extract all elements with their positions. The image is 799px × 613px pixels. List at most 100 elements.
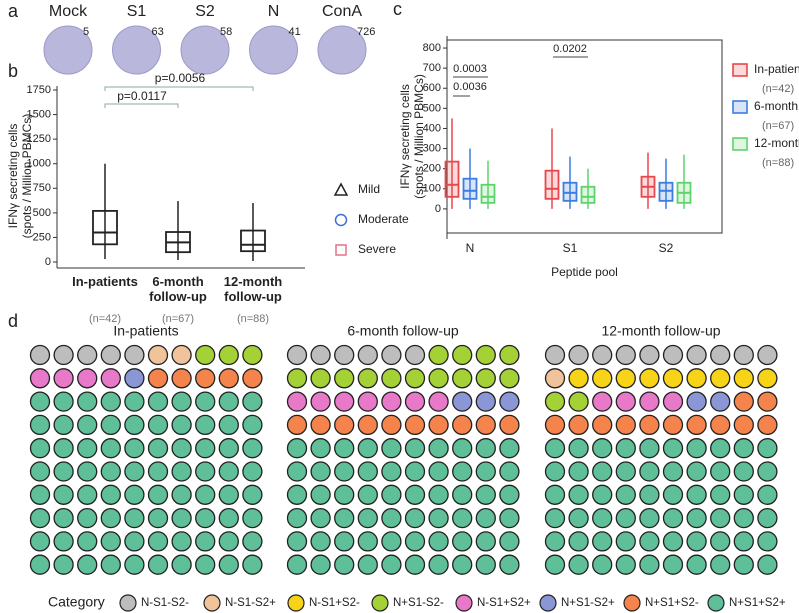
- y-axis-title: IFNγ secreting cells: [6, 124, 20, 229]
- waffle-cell: [242, 414, 263, 436]
- p-value: p=0.0117: [117, 89, 167, 103]
- waffle-cell: [592, 531, 613, 552]
- box: [562, 181, 578, 202]
- waffle-cell: [53, 461, 74, 482]
- waffle-cell: [334, 507, 355, 529]
- panel-letter: c: [393, 0, 402, 19]
- legend-n: (n=67): [762, 120, 794, 132]
- waffle-cell: [757, 531, 778, 552]
- waffle-cell: [544, 507, 566, 529]
- waffle-cell: [568, 344, 589, 366]
- waffle-cell: [29, 414, 51, 436]
- waffle-cell: [499, 344, 520, 366]
- x-tick-label: 12-month follow-up: [223, 274, 283, 304]
- waffle-cell: [639, 531, 660, 552]
- legend-marker: [287, 594, 305, 612]
- well-label: ConA: [322, 3, 362, 20]
- waffle-cell: [77, 484, 98, 505]
- waffle-cell: [639, 414, 660, 436]
- waffle-cell: [452, 507, 473, 529]
- panel-title: In-patients: [113, 323, 178, 339]
- well-count: 63: [152, 26, 164, 38]
- waffle-cell: [381, 344, 402, 366]
- waffle-cell: [662, 484, 684, 505]
- y-axis-title: (spots / Million PBMCs): [20, 114, 34, 239]
- y-tick-label: 1500: [27, 108, 51, 120]
- waffle-cell: [544, 391, 566, 412]
- waffle-cell: [171, 461, 192, 482]
- waffle-cell: [475, 484, 496, 505]
- waffle-cell: [710, 368, 731, 389]
- well: [317, 25, 367, 75]
- waffle-cell: [218, 414, 239, 436]
- legend-swatch: [732, 137, 748, 151]
- waffle-cell: [381, 507, 402, 529]
- legend-marker: [119, 594, 137, 612]
- waffle-cell: [615, 531, 636, 552]
- waffle-cell: [544, 531, 566, 552]
- waffle-cell: [428, 344, 449, 366]
- waffle-cell: [53, 414, 74, 436]
- waffle-cell: [757, 484, 778, 505]
- waffle-cell: [404, 531, 426, 552]
- waffle-cell: [639, 391, 660, 412]
- p-value: 0.0003: [453, 63, 487, 75]
- waffle-cell: [404, 344, 426, 366]
- legend-marker: [371, 594, 389, 612]
- panel-title: 12-month follow-up: [601, 323, 720, 339]
- waffle-cell: [195, 461, 216, 482]
- waffle-cell: [639, 344, 660, 366]
- waffle-cell: [53, 507, 74, 529]
- waffle-cell: [404, 507, 426, 529]
- waffle-cell: [124, 438, 145, 459]
- plot-frame: [446, 39, 723, 234]
- waffle-cell: [124, 554, 145, 575]
- waffle-cell: [428, 391, 449, 412]
- waffle-cell: [286, 368, 308, 389]
- waffle-cell: [286, 344, 308, 366]
- waffle-cell: [499, 391, 520, 412]
- waffle-cell: [757, 391, 778, 412]
- waffle-cell: [475, 554, 496, 575]
- waffle-cell: [334, 554, 355, 575]
- waffle-cell: [242, 507, 263, 529]
- waffle-cell: [686, 438, 707, 459]
- waffle-cell: [686, 344, 707, 366]
- waffle-cell: [77, 507, 98, 529]
- waffle-cell: [381, 484, 402, 505]
- well: [249, 25, 298, 75]
- waffle-cell: [686, 554, 707, 575]
- legend-marker: [335, 244, 347, 256]
- waffle-cell: [568, 461, 589, 482]
- waffle-cell: [475, 414, 496, 436]
- waffle-cell: [615, 368, 636, 389]
- legend-label: N-S1-S2+: [225, 597, 276, 609]
- legend-marker: [539, 594, 557, 612]
- waffle-cell: [452, 484, 473, 505]
- waffle-cell: [124, 484, 145, 505]
- waffle-cell: [100, 531, 121, 552]
- waffle-cell: [357, 391, 378, 412]
- waffle-cell: [710, 391, 731, 412]
- waffle-cell: [29, 484, 51, 505]
- waffle-cell: [357, 531, 378, 552]
- legend-swatch: [732, 63, 748, 77]
- waffle-cell: [195, 438, 216, 459]
- n-label: (n=88): [237, 313, 269, 325]
- waffle-cell: [615, 507, 636, 529]
- waffle-cell: [77, 414, 98, 436]
- waffle-cell: [195, 531, 216, 552]
- waffle-cell: [124, 461, 145, 482]
- waffle-cell: [544, 414, 566, 436]
- waffle-cell: [53, 344, 74, 366]
- waffle-cell: [452, 391, 473, 412]
- waffle-cell: [544, 484, 566, 505]
- waffle-cell: [686, 414, 707, 436]
- y-tick-label: 300: [423, 142, 441, 154]
- waffle-cell: [310, 391, 331, 412]
- x-tick-label: In-patients: [72, 274, 138, 289]
- waffle-cell: [242, 554, 263, 575]
- waffle-cell: [592, 438, 613, 459]
- waffle-cell: [29, 344, 51, 366]
- x-tick-label: S2: [659, 241, 674, 255]
